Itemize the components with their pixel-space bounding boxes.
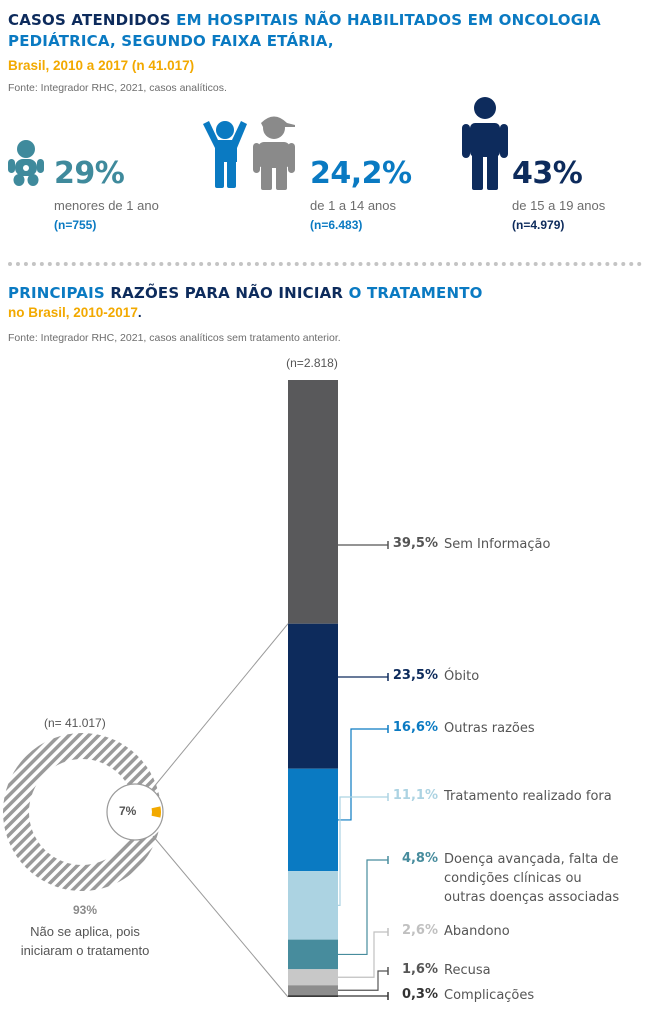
title2-part-b: RAZÕES PARA NÃO INICIAR [104,284,349,302]
seg-label-obito: Óbito [444,669,480,684]
seg-pct-sem-info: 39,5% [392,536,438,551]
donut-slice-pct: 7% [119,804,137,818]
seg-label-outras: Outras razões [444,721,535,736]
seg-label-doenca-line3: outras doenças associadas [444,890,620,905]
seg-pct-abandono: 2,6% [401,923,438,938]
section1-subtitle: Brasil, 2010 a 2017 (n 41.017) [8,58,195,73]
seg-label-sem-info: Sem Informação [444,537,551,552]
title2-part-c: O TRATAMENTO [348,284,483,302]
stacked-bar [288,380,389,1000]
seg-label-complicacoes: Complicações [444,988,535,1003]
subtitle2-part-a: no Brasil, 2010-2017 [8,305,138,320]
section1-source: Fonte: Integrador RHC, 2021, casos analí… [8,82,227,94]
donut-bottom-label: Não se aplica, pois iniciaram o tratamen… [0,922,170,960]
group-children-label: de 1 a 14 anos [310,198,397,213]
seg-pct-fora: 11,1% [392,788,438,803]
donut-zoom-circle [106,783,164,841]
zoom-connector-top [152,623,289,789]
bar-segment-2 [288,623,338,769]
section2-source: Fonte: Integrador RHC, 2021, casos analí… [8,332,341,344]
children-icon [203,116,295,190]
seg-pct-outras: 16,6% [392,720,438,735]
section1-title: CASOS ATENDIDOS EM HOSPITAIS NÃO HABILIT… [8,10,648,52]
bar-segment-6 [288,969,338,986]
title-part-b: EM HOSPITAIS NÃO HABILITADOS EM ONCOLOGI… [176,11,601,29]
bar-n-label: (n=2.818) [286,356,338,370]
group-teen-pct: 43% [512,156,583,191]
teen-icon [462,97,508,190]
group-baby-label: menores de 1 ano [54,198,159,213]
seg-pct-obito: 23,5% [392,668,438,683]
seg-label-doenca-line2: condições clínicas ou [444,871,582,886]
zoom-connector-bottom [152,835,289,998]
section2-subtitle: no Brasil, 2010-2017. [8,305,142,320]
donut-bottom-label-line1: Não se aplica, pois [30,924,140,939]
seg-pct-complicacoes: 0,3% [401,987,438,1002]
group-baby-n: (n=755) [54,218,97,232]
leader-line-4 [338,796,388,906]
group-children-pct: 24,2% [310,156,412,191]
title-part-c: PEDIÁTRICA, SEGUNDO FAIXA ETÁRIA, [8,32,334,50]
leader-line-6 [338,931,388,978]
group-teen-n: (n=4.979) [512,218,565,232]
donut-n-label: (n= 41.017) [44,716,106,730]
leader-line-5 [338,859,388,956]
seg-pct-doenca: 4,8% [401,851,438,866]
baby-icon [8,140,44,186]
title-part-a: CASOS ATENDIDOS [8,11,177,29]
title2-part-a: PRINCIPAIS [8,284,105,302]
bar-segment-4 [288,871,338,940]
seg-pct-recusa: 1,6% [401,962,438,977]
donut-chart [3,623,289,998]
donut-bottom-pct: 93% [72,903,98,917]
section2-title: PRINCIPAIS RAZÕES PARA NÃO INICIAR O TRA… [8,283,648,304]
bar-segment-1 [288,380,338,624]
leader-line-3 [338,728,388,821]
subtitle2-part-b: . [137,305,142,320]
bar-segment-5 [288,939,338,970]
bar-segment-3 [288,768,338,872]
seg-label-recusa: Recusa [444,963,491,978]
bar-segment-7 [288,985,338,996]
seg-label-abandono: Abandono [444,924,510,939]
bar-segment-8 [288,995,338,997]
donut-slice-minor [151,806,162,818]
section-divider [8,262,642,266]
group-baby-pct: 29% [54,156,125,191]
seg-label-doenca: Doença avançada, falta de condições clín… [444,850,619,907]
donut-bottom-label-line2: iniciaram o tratamento [20,943,150,958]
seg-label-fora: Tratamento realizado fora [444,789,612,804]
group-children-n: (n=6.483) [310,218,363,232]
leader-line-7 [338,970,388,991]
seg-label-doenca-line1: Doença avançada, falta de [444,852,619,867]
group-teen-label: de 15 a 19 anos [512,198,606,213]
